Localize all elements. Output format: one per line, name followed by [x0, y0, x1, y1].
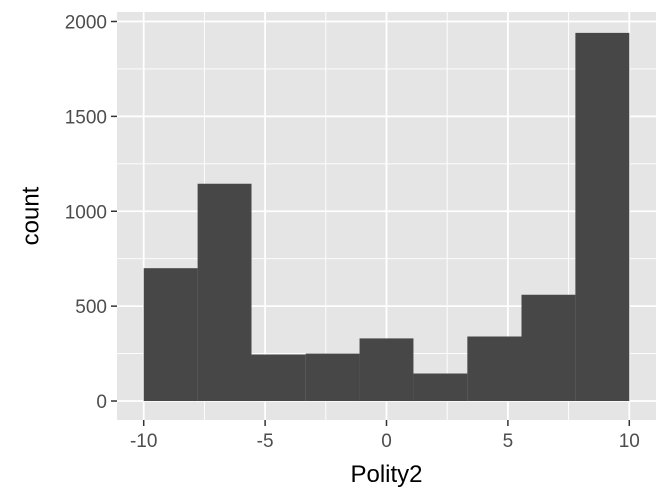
y-tick-label: 500: [75, 297, 107, 318]
y-tick-label: 0: [96, 392, 107, 413]
x-tick-label: 5: [503, 431, 514, 452]
y-tick-label: 1500: [65, 107, 107, 128]
y-tick-label: 2000: [65, 12, 107, 33]
histogram-bar: [143, 268, 198, 402]
x-tick-label: -5: [257, 431, 274, 452]
histogram-bar: [305, 353, 360, 402]
x-tick-label: -10: [130, 431, 157, 452]
histogram-bar: [359, 338, 414, 402]
histogram-bar: [413, 373, 468, 402]
x-axis: -10 -5 0 5 10: [130, 420, 640, 452]
x-tick-label: 10: [619, 431, 640, 452]
y-tick-label: 1000: [65, 202, 107, 223]
histogram-bar: [521, 294, 576, 402]
histogram-bars: [143, 32, 630, 402]
histogram-bar: [251, 354, 306, 402]
y-axis: 0 500 1000 1500 2000: [65, 12, 117, 413]
x-axis-title: Polity2: [350, 461, 422, 488]
x-tick-label: 0: [381, 431, 392, 452]
y-axis-title: count: [17, 186, 44, 245]
histogram-bar: [575, 32, 630, 402]
histogram-bar: [467, 336, 522, 402]
histogram-bar: [197, 183, 252, 402]
